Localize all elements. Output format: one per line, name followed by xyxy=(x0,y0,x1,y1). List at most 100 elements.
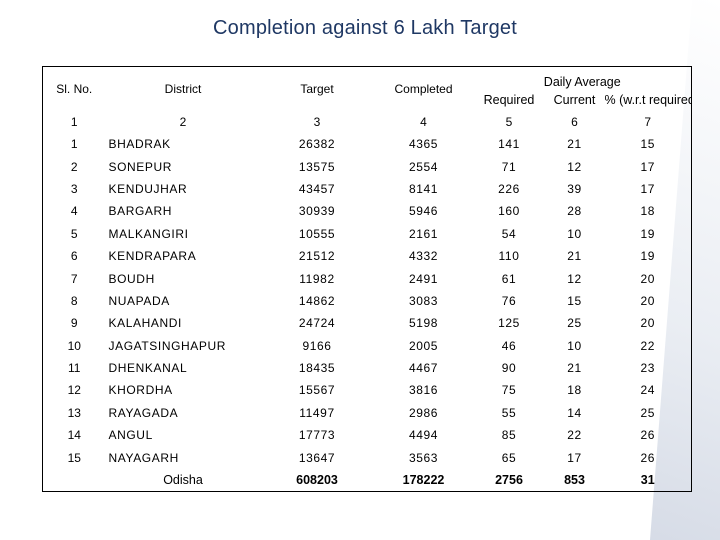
total-spacer xyxy=(43,469,106,492)
table-row: 12 KHORDHA 15567 3816 75 18 24 xyxy=(43,379,692,401)
header-completed: Completed xyxy=(394,82,453,96)
table-row: 3 KENDUJHAR 43457 8141 226 39 17 xyxy=(43,178,692,200)
cell-sl-no: 10 xyxy=(67,338,81,353)
column-number: 6 xyxy=(571,115,578,129)
column-number: 3 xyxy=(313,115,321,129)
cell-sl-no: 3 xyxy=(70,181,78,196)
cell-sl-no: 8 xyxy=(70,293,78,308)
cell-district: BARGARH xyxy=(108,204,173,219)
total-required: 2756 xyxy=(495,473,523,488)
cell-required: 61 xyxy=(501,271,517,286)
cell-required: 125 xyxy=(498,316,520,331)
cell-current: 22 xyxy=(567,428,582,443)
table-row: 13 RAYAGADA 11497 2986 55 14 25 xyxy=(43,402,692,424)
total-completed: 178222 xyxy=(402,473,445,488)
table-row: 11 DHENKANAL 18435 4467 90 21 23 xyxy=(43,357,692,379)
header-row: Sl. No. District Target Completed Daily … xyxy=(43,67,692,96)
cell-current: 12 xyxy=(567,159,582,174)
table-row: 4 BARGARH 30939 5946 160 28 18 xyxy=(43,200,692,222)
total-current: 853 xyxy=(564,473,585,488)
subheader-row: Required Current % (w.r.t required) xyxy=(43,89,692,111)
cell-completed: 5946 xyxy=(408,204,439,219)
cell-pct-required: 15 xyxy=(640,137,656,152)
cell-sl-no: 9 xyxy=(70,316,78,331)
column-number-row: 1 2 3 4 5 6 7 xyxy=(43,111,692,133)
cell-pct-required: 24 xyxy=(640,383,656,398)
table-row: 8 NUAPADA 14862 3083 76 15 20 xyxy=(43,290,692,312)
cell-pct-required: 19 xyxy=(640,226,656,241)
cell-target: 11982 xyxy=(299,271,335,286)
cell-pct-required: 17 xyxy=(640,159,656,174)
cell-completed: 2161 xyxy=(408,226,439,241)
cell-district: SONEPUR xyxy=(108,159,173,174)
cell-pct-required: 20 xyxy=(640,293,656,308)
cell-pct-required: 23 xyxy=(640,361,656,376)
table-row: 10 JAGATSINGHAPUR 9166 2005 46 10 22 xyxy=(43,335,692,357)
cell-sl-no: 13 xyxy=(67,405,81,420)
cell-completed: 2491 xyxy=(408,271,439,286)
total-label: Odisha xyxy=(163,473,203,488)
header-target: Target xyxy=(300,82,334,96)
cell-district: NAYAGARH xyxy=(108,450,179,465)
cell-current: 21 xyxy=(567,361,582,376)
table-row: 1 BHADRAK 26382 4365 141 21 15 xyxy=(43,133,692,155)
page-title: Completion against 6 Lakh Target xyxy=(213,17,517,39)
cell-current: 28 xyxy=(567,204,582,219)
total-row: Odisha 608203 178222 2756 853 31 xyxy=(43,469,692,492)
cell-target: 26382 xyxy=(298,137,336,152)
table-row: 2 SONEPUR 13575 2554 71 12 17 xyxy=(43,155,692,177)
cell-target: 13575 xyxy=(298,159,336,174)
column-number: 5 xyxy=(505,115,513,129)
cell-completed: 4467 xyxy=(408,361,439,376)
cell-district: ANGUL xyxy=(108,428,153,443)
header-current: Current xyxy=(553,93,596,107)
cell-sl-no: 7 xyxy=(70,271,78,286)
cell-required: 65 xyxy=(501,450,517,465)
cell-district: NUAPADA xyxy=(108,293,170,308)
cell-district: JAGATSINGHAPUR xyxy=(108,338,227,353)
table-row: 7 BOUDH 11982 2491 61 12 20 xyxy=(43,267,692,289)
total-target: 608203 xyxy=(296,473,338,488)
cell-target: 43457 xyxy=(298,181,336,196)
cell-required: 75 xyxy=(501,383,517,398)
cell-required: 141 xyxy=(498,137,520,152)
cell-target: 14862 xyxy=(298,293,336,308)
cell-required: 76 xyxy=(501,293,517,308)
cell-current: 21 xyxy=(567,249,582,264)
cell-district: KENDRAPARA xyxy=(108,249,197,264)
cell-completed: 2554 xyxy=(408,159,439,174)
cell-completed: 3563 xyxy=(408,450,439,465)
cell-required: 110 xyxy=(498,249,520,264)
cell-completed: 5198 xyxy=(408,316,439,331)
column-number: 4 xyxy=(420,115,427,129)
cell-pct-required: 18 xyxy=(640,204,656,219)
cell-completed: 3083 xyxy=(408,293,439,308)
header-daily-average: Daily Average xyxy=(543,75,621,89)
cell-current: 10 xyxy=(567,338,582,353)
cell-completed: 4365 xyxy=(408,137,439,152)
table-row: 9 KALAHANDI 24724 5198 125 25 20 xyxy=(43,312,692,334)
cell-current: 10 xyxy=(567,226,582,241)
cell-current: 12 xyxy=(567,271,582,286)
cell-sl-no: 6 xyxy=(70,249,78,264)
table-row: 15 NAYAGARH 13647 3563 65 17 26 xyxy=(43,446,692,468)
cell-completed: 4332 xyxy=(408,249,439,264)
cell-current: 25 xyxy=(567,316,582,331)
cell-required: 46 xyxy=(501,338,517,353)
cell-district: BHADRAK xyxy=(108,137,171,152)
cell-sl-no: 2 xyxy=(70,159,78,174)
cell-current: 21 xyxy=(567,137,582,152)
cell-pct-required: 26 xyxy=(640,450,656,465)
cell-completed: 2005 xyxy=(408,338,439,353)
total-pct-required: 31 xyxy=(640,473,655,488)
cell-required: 54 xyxy=(501,226,517,241)
cell-district: RAYAGADA xyxy=(108,405,179,420)
cell-district: MALKANGIRI xyxy=(108,226,189,241)
cell-sl-no: 11 xyxy=(68,361,81,376)
cell-target: 18435 xyxy=(298,361,336,376)
header-pct-required: % (w.r.t required) xyxy=(604,93,692,107)
cell-target: 10555 xyxy=(298,226,336,241)
cell-required: 55 xyxy=(501,405,517,420)
table-row: 14 ANGUL 17773 4494 85 22 26 xyxy=(43,424,692,446)
cell-target: 15567 xyxy=(298,383,336,398)
